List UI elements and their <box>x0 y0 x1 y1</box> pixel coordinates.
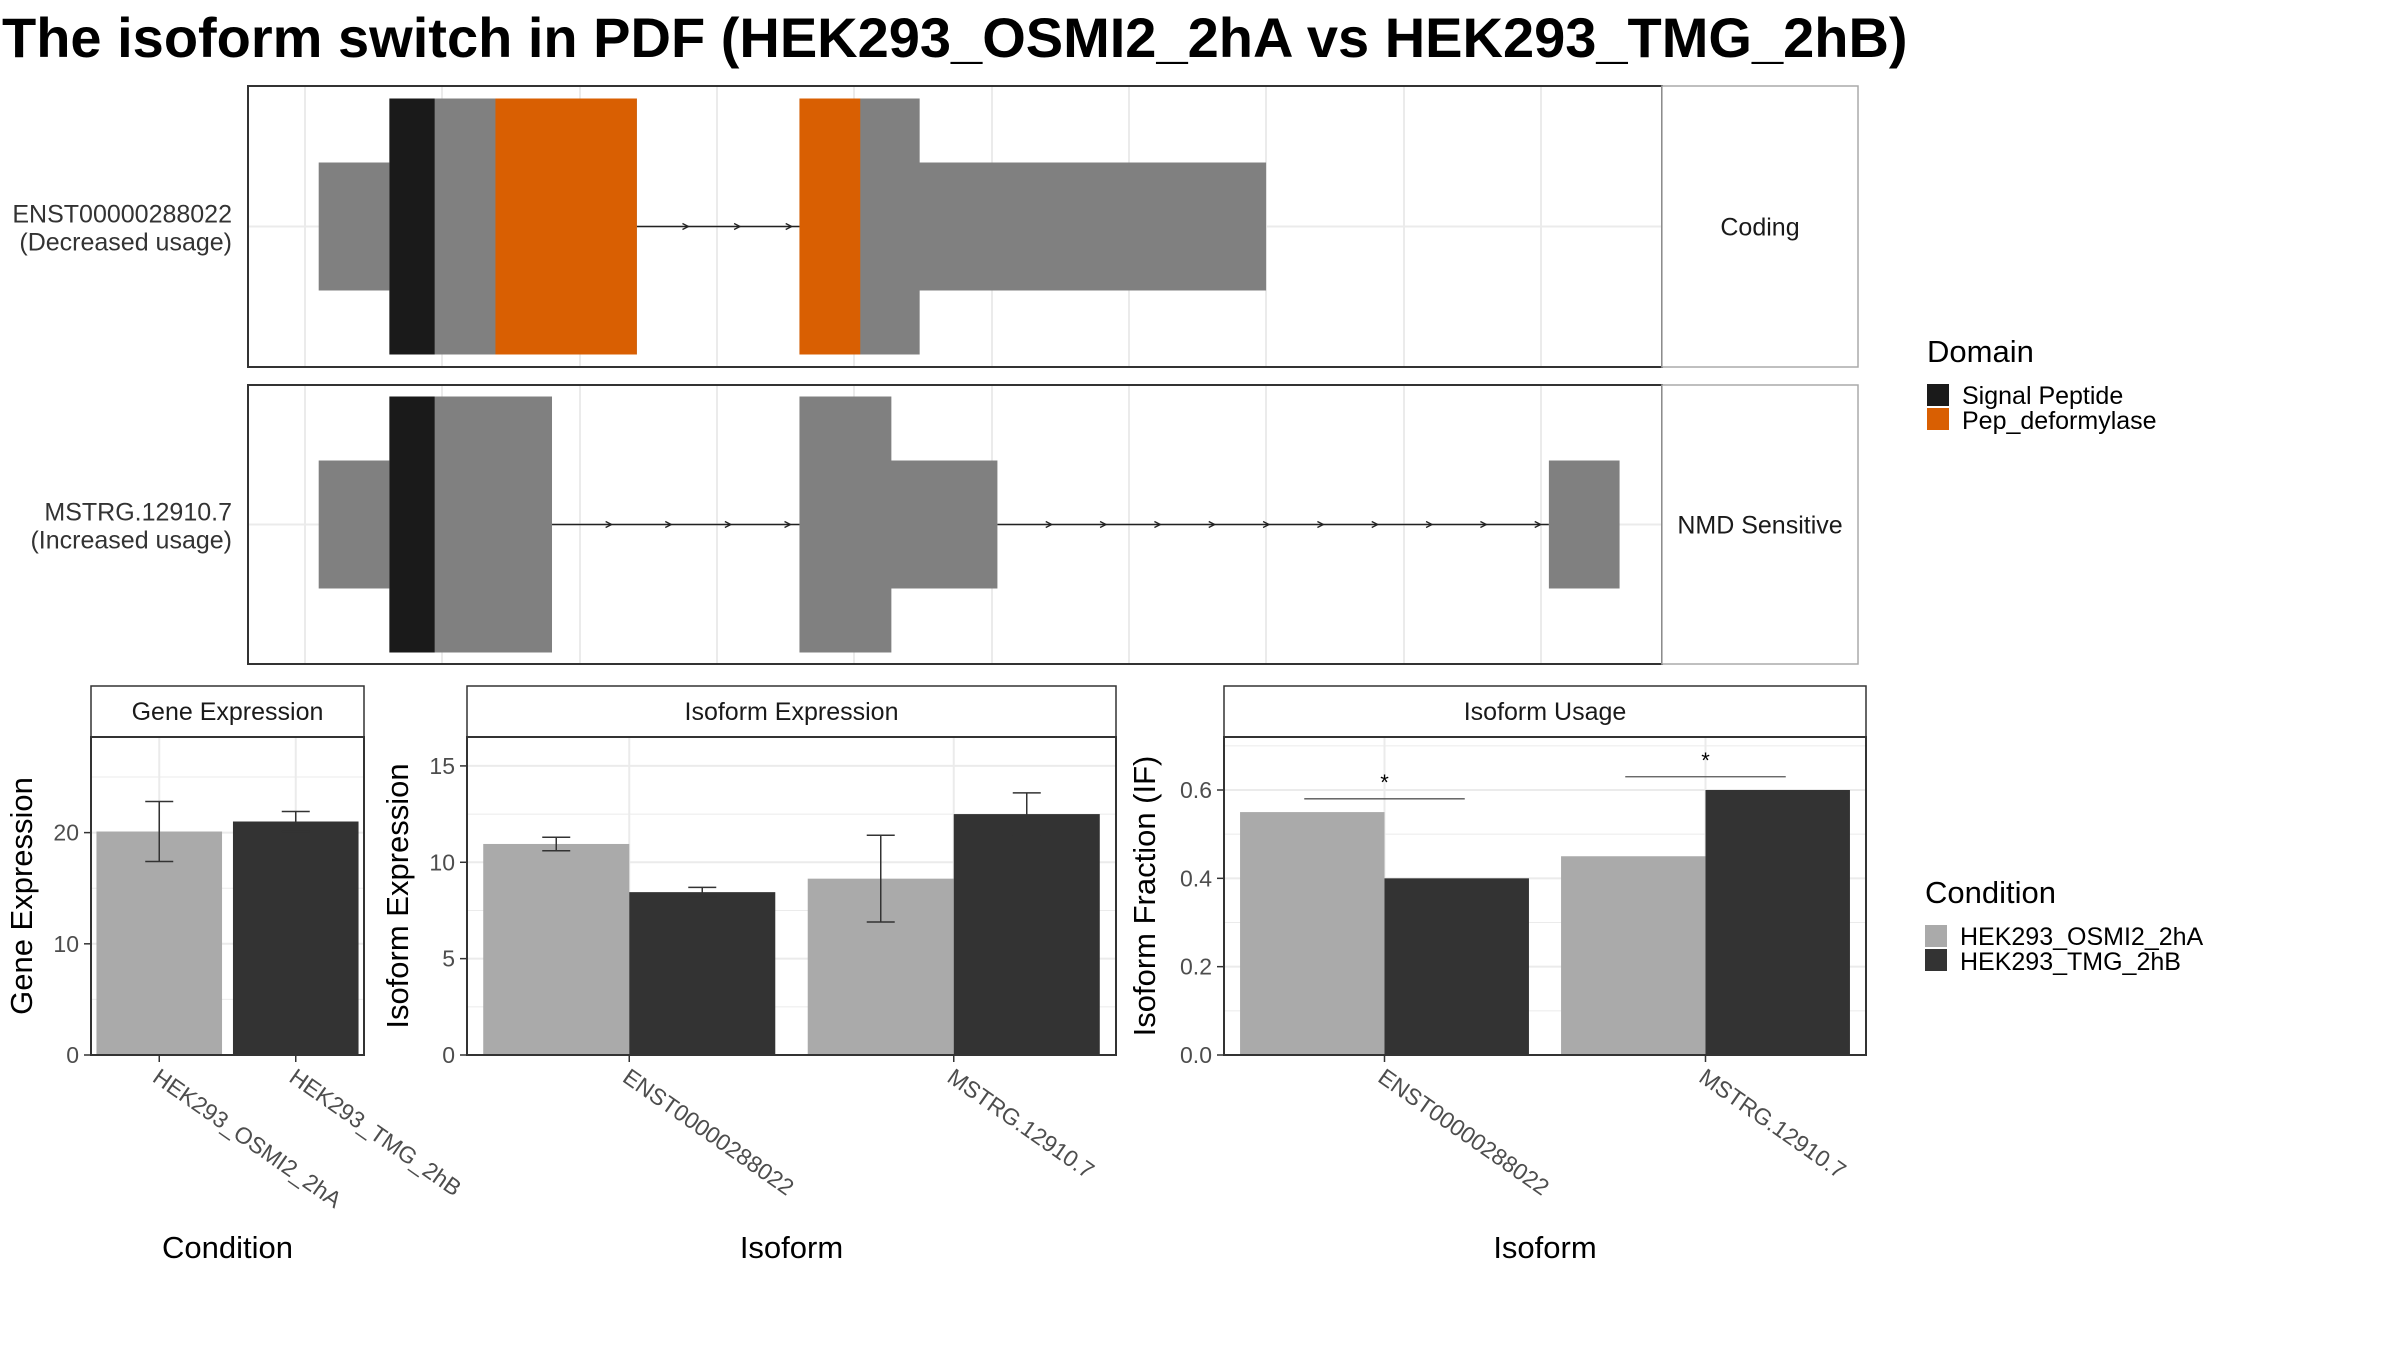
transcript-category-label: Coding <box>1720 214 1799 242</box>
transcript-name-label: MSTRG.12910.7 <box>44 499 232 527</box>
y-tick-label: 0.4 <box>1180 865 1212 891</box>
signal-peptide-domain <box>389 396 435 653</box>
y-tick-label: 5 <box>442 946 455 972</box>
x-tick-label: ENST00000288022 <box>618 1063 798 1200</box>
x-axis-title: Isoform <box>740 1230 843 1265</box>
significance-star: * <box>1701 748 1710 773</box>
intron-direction-arrow <box>724 520 733 529</box>
intron-direction-arrow <box>1154 520 1162 529</box>
structure-strip <box>1661 85 1859 368</box>
intron-direction-arrow <box>1317 520 1325 529</box>
pep-deformylase-legend-key <box>1927 408 1949 430</box>
intron-direction-arrow <box>1208 520 1217 529</box>
y-tick-label: 0 <box>442 1042 455 1068</box>
y-tick-label: 0 <box>66 1042 79 1068</box>
facet-strip-label: Isoform Expression <box>685 698 899 726</box>
x-axis-title: Isoform <box>1493 1230 1596 1265</box>
bar-enst00000288022-hek293-osmi2-2ha <box>483 843 630 1055</box>
y-tick-label: 15 <box>429 753 455 779</box>
bar-hek293-osmi2-2ha <box>96 831 223 1055</box>
x-tick-label: ENST00000288022 <box>1374 1063 1554 1200</box>
figure-title: The isoform switch in PDF (HEK293_OSMI2_… <box>2 6 1908 69</box>
intron-direction-arrow <box>1045 520 1054 529</box>
facet-strip <box>90 685 365 738</box>
transcript-name-label: ENST00000288022 <box>12 201 232 229</box>
transcript-usage-label: (Increased usage) <box>30 527 232 555</box>
transcript-row-mstrg-12910-7: NMD Sensitive MSTRG.12910.7(Increased usa… <box>30 384 1859 665</box>
error-bar <box>688 886 717 898</box>
bar-enst00000288022-hek293-tmg-2hb <box>629 892 776 1055</box>
y-tick-label: 0.6 <box>1180 777 1212 803</box>
error-bar <box>866 834 895 923</box>
condition-a-legend-key <box>1925 925 1947 947</box>
condition-legend-title: Condition <box>1925 875 2056 910</box>
condition-b-legend-key <box>1925 949 1947 971</box>
transcript-usage-label: (Decreased usage) <box>19 229 232 257</box>
signal-peptide-legend-key <box>1927 384 1949 406</box>
x-axis-title: Condition <box>162 1230 293 1265</box>
y-tick-label: 20 <box>53 820 79 846</box>
intron-direction-arrow <box>1480 520 1488 529</box>
noncoding-exon <box>1548 460 1620 589</box>
transcript-category-label: NMD Sensitive <box>1677 512 1842 540</box>
condition-b-legend-label: HEK293_TMG_2hB <box>1960 948 2181 976</box>
y-axis-title: Isoform Fraction (IF) <box>1127 756 1162 1037</box>
significance-star: * <box>1380 770 1389 795</box>
intron-direction-arrow <box>1534 520 1543 529</box>
noncoding-exon <box>318 460 390 589</box>
intron-direction-arrow <box>1425 520 1434 529</box>
y-tick-label: 0.2 <box>1180 954 1212 980</box>
intron-direction-arrow <box>785 222 794 231</box>
pep-deformylase-domain <box>799 98 861 355</box>
bar-enst00000288022-hek293-osmi2-2ha <box>1240 812 1385 1055</box>
x-tick-label: MSTRG.12910.7 <box>1695 1063 1851 1183</box>
condition-legend: Condition HEK293_OSMI2_2hA HEK293_TMG_2h… <box>1925 875 2204 976</box>
y-axis-title: Isoform Expression <box>380 763 415 1028</box>
intron-direction-arrow <box>605 520 614 529</box>
noncoding-exon <box>318 162 390 291</box>
y-tick-label: 0.0 <box>1180 1042 1212 1068</box>
facet-strip-label: Gene Expression <box>132 698 324 726</box>
x-tick-label: MSTRG.12910.7 <box>943 1063 1099 1183</box>
error-bar <box>542 836 571 852</box>
intron-direction-arrow <box>664 520 673 529</box>
domain-legend-title: Domain <box>1927 334 2034 369</box>
error-bar <box>1012 792 1041 837</box>
intron-direction-arrow <box>784 520 792 529</box>
bar-hek293-tmg-2hb <box>232 821 359 1055</box>
condition-a-legend-label: HEK293_OSMI2_2hA <box>1960 923 2204 951</box>
pep-deformylase-legend-label: Pep_deformylase <box>1962 407 2157 435</box>
structure-strip <box>1661 384 1859 665</box>
intron-direction-arrow <box>733 222 742 231</box>
panel-border <box>1223 736 1867 1056</box>
panel-border <box>466 736 1117 1056</box>
intron-direction-arrow <box>1262 520 1271 529</box>
domain-legend: Domain Signal Peptide Pep_deformylase <box>1927 334 2157 435</box>
panel-border <box>90 736 365 1056</box>
y-tick-label: 10 <box>53 931 79 957</box>
intron-direction-arrow <box>682 222 690 231</box>
error-bar <box>281 810 310 833</box>
transcript-row-enst00000288022: Coding ENST00000288022(Decreased usage) <box>12 85 1859 368</box>
bar-mstrg-12910-7-hek293-tmg-2hb <box>953 814 1100 1055</box>
intron-direction-arrow <box>1371 520 1380 529</box>
isoform-expression-plot: Isoform Expression 0 5 10 15 ENST00000288022 M… <box>380 685 1117 1265</box>
intron-direction-arrow <box>1099 520 1108 529</box>
bar-mstrg-12910-7-hek293-osmi2-2ha <box>1561 856 1706 1055</box>
y-axis-title: Gene Expression <box>4 777 39 1015</box>
signal-peptide-domain <box>389 98 435 355</box>
facet-strip-label: Isoform Usage <box>1464 698 1627 726</box>
transcript-structure-plot: Coding ENST00000288022(Decreased usage) NM… <box>12 85 1859 665</box>
isoform-usage-plot: Isoform Usage * * 0.0 0.2 0.4 0.6 ENST000002880… <box>1127 685 1867 1265</box>
facet-strip <box>1223 685 1867 738</box>
y-tick-label: 10 <box>429 849 455 875</box>
bar-enst00000288022-hek293-tmg-2hb <box>1384 878 1529 1055</box>
coding-exon <box>799 396 892 653</box>
error-bar <box>145 800 174 863</box>
pep-deformylase-domain <box>495 98 637 355</box>
bar-mstrg-12910-7-hek293-tmg-2hb <box>1705 790 1850 1055</box>
signal-peptide-legend-label: Signal Peptide <box>1962 382 2123 410</box>
